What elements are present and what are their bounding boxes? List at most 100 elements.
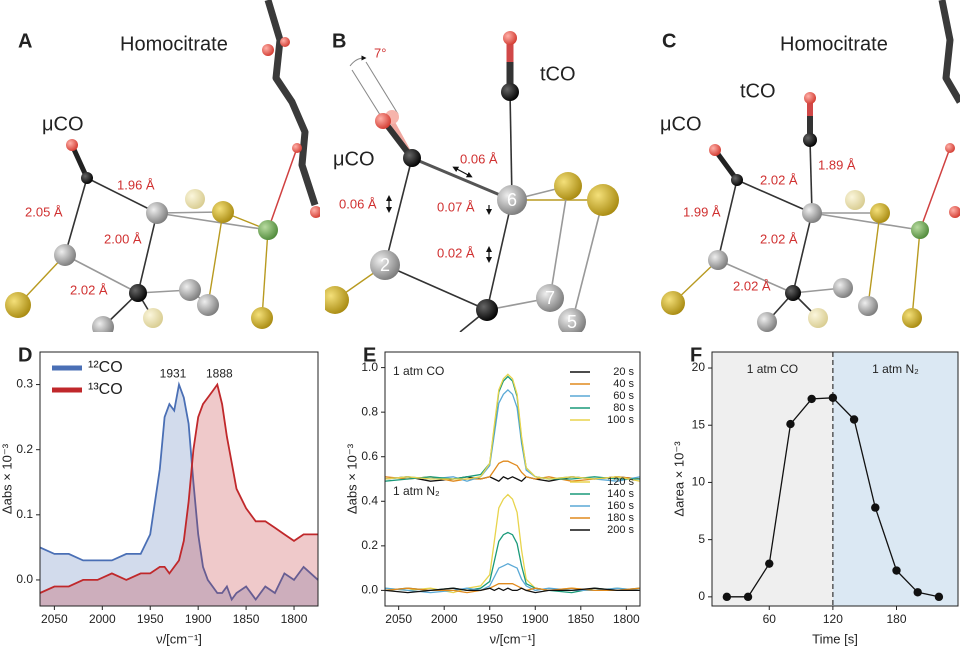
structure-b — [325, 31, 619, 332]
y-tick-label: 15 — [692, 417, 706, 431]
y-tick-label: 0.2 — [361, 538, 378, 552]
condition-label: 1 atm CO — [393, 364, 444, 378]
y-tick-label: 0.0 — [16, 572, 33, 586]
distance-label: 0.06 Å — [339, 196, 377, 211]
panel-letter: C — [662, 30, 676, 52]
y-tick-label: 0.0 — [361, 583, 378, 597]
y-tick-label: 0.2 — [16, 442, 33, 456]
panel-letter: A — [18, 30, 32, 52]
data-point — [786, 419, 795, 429]
plot-frame — [711, 351, 959, 607]
data-point — [913, 588, 922, 597]
x-tick-label: 2050 — [385, 612, 412, 626]
distance-label: 2.00 Å — [104, 231, 142, 246]
distance-label: 2.02 Å — [70, 282, 108, 297]
structure-label: μCO — [660, 113, 702, 135]
distance-label: 0.06 Å — [460, 151, 498, 166]
atom-number: 6 — [507, 190, 517, 210]
structure-label: μCO — [42, 113, 84, 135]
x-tick-label: 120 — [823, 612, 843, 626]
structure-label: Homocitrate — [780, 33, 888, 55]
structure-c — [661, 0, 960, 332]
panel-letter: B — [332, 30, 346, 52]
legend-label: 40 s — [613, 378, 634, 390]
x-tick-label: 180 — [886, 612, 906, 626]
series-line — [39, 382, 318, 594]
structure-label: Homocitrate — [120, 33, 228, 55]
y-tick-label: 1.0 — [361, 360, 378, 374]
data-point — [849, 415, 859, 424]
peak-label: 1888 — [206, 367, 233, 381]
x-tick-label: 1900 — [185, 612, 212, 626]
data-point — [807, 394, 816, 404]
y-axis-label: Δabs × 10⁻³ — [344, 443, 359, 514]
x-tick-label: 60 — [763, 612, 777, 626]
x-axis-label: ν/[cm⁻¹] — [490, 631, 536, 646]
x-axis-label: ν/[cm⁻¹] — [156, 631, 202, 646]
region-label: 1 atm CO — [747, 362, 798, 376]
x-tick-label: 1850 — [567, 612, 594, 626]
legend-label: 100 s — [607, 414, 634, 426]
series-line — [384, 493, 641, 594]
legend-label: 160 s — [607, 500, 634, 512]
data-point — [828, 393, 838, 402]
structure-a — [5, 0, 320, 332]
legend-label: ¹²CO — [88, 359, 123, 376]
series-line — [384, 460, 641, 482]
region — [832, 352, 958, 606]
x-tick-label: 1800 — [613, 612, 640, 626]
plot-frame — [384, 351, 641, 607]
distance-label: 2.05 Å — [25, 204, 63, 219]
condition-label: 1 atm N₂ — [393, 484, 440, 498]
angle-label: 7° — [374, 45, 386, 60]
distance-label: 1.99 Å — [683, 204, 721, 219]
distance-label: 2.02 Å — [760, 172, 798, 187]
panel-letter: F — [690, 344, 702, 366]
series-line — [384, 373, 641, 482]
panel-letter: D — [18, 344, 32, 366]
distance-label: 2.02 Å — [733, 278, 771, 293]
series-line — [384, 375, 640, 482]
atom-number: 7 — [545, 288, 555, 308]
y-tick-label: 0.8 — [361, 404, 378, 418]
y-tick-label: 0.4 — [361, 493, 378, 507]
x-tick-label: 1950 — [137, 612, 164, 626]
atom-number: 2 — [380, 255, 390, 275]
legend-label: ¹³CO — [88, 381, 123, 398]
series-line — [39, 381, 319, 602]
x-tick-label: 1950 — [476, 612, 503, 626]
y-tick-label: 5 — [698, 532, 705, 546]
peak-label: 1931 — [160, 367, 187, 381]
data-point — [871, 503, 880, 512]
distance-label: 0.07 Å — [437, 199, 475, 214]
legend-label: 80 s — [613, 402, 634, 414]
y-tick-label: 0.6 — [361, 449, 378, 463]
area-fill — [40, 384, 318, 606]
series-line — [384, 388, 641, 482]
region — [712, 352, 833, 606]
area-fill — [40, 384, 318, 606]
x-tick-label: 1900 — [522, 612, 549, 626]
distance-label: 2.02 Å — [760, 231, 798, 246]
legend-label: 120 s — [607, 476, 634, 488]
data-point — [743, 592, 753, 602]
region-label: 1 atm N₂ — [872, 362, 919, 376]
legend-label: 200 s — [607, 524, 634, 536]
distance-label: 0.02 Å — [437, 245, 475, 260]
structure-label: tCO — [540, 63, 576, 85]
structure-label: μCO — [333, 148, 375, 170]
data-point — [892, 566, 901, 575]
x-tick-label: 2000 — [89, 612, 116, 626]
y-axis-label: Δabs × 10⁻³ — [0, 443, 14, 514]
distance-label: 1.89 Å — [818, 157, 856, 172]
x-tick-label: 2050 — [41, 612, 68, 626]
series-line — [384, 583, 641, 594]
legend-label: 20 s — [613, 366, 634, 378]
legend-label: 60 s — [613, 390, 634, 402]
y-tick-label: 20 — [692, 360, 706, 374]
y-tick-label: 10 — [692, 475, 706, 489]
structure-label: tCO — [740, 80, 776, 102]
distance-label: 1.96 Å — [117, 177, 155, 192]
y-tick-label: 0.3 — [16, 377, 33, 391]
y-tick-label: 0 — [698, 589, 705, 603]
